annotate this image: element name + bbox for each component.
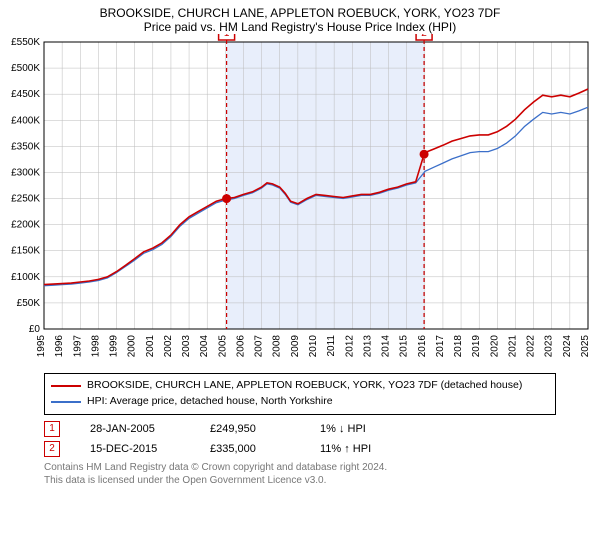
chart-title-line1: BROOKSIDE, CHURCH LANE, APPLETON ROEBUCK… bbox=[0, 6, 600, 20]
x-tick-label: 1996 bbox=[54, 335, 65, 358]
y-tick-label: £350K bbox=[11, 141, 40, 152]
y-tick-label: £450K bbox=[11, 89, 40, 100]
y-tick-label: £500K bbox=[11, 63, 40, 74]
y-tick-label: £150K bbox=[11, 246, 40, 257]
x-tick-label: 2008 bbox=[272, 335, 283, 358]
marker-row-price: £249,950 bbox=[210, 423, 290, 435]
x-tick-label: 2002 bbox=[163, 335, 174, 358]
price-chart: £0 £50K £100K £150K £200K £250K £300K £350K £400… bbox=[0, 34, 600, 369]
marker-row-price: £335,000 bbox=[210, 443, 290, 455]
marker-row-diff: 11% ↑ HPI bbox=[320, 443, 420, 455]
y-tick-label: £100K bbox=[11, 272, 40, 283]
x-tick-label: 1997 bbox=[72, 335, 83, 358]
y-tick-label: £300K bbox=[11, 167, 40, 178]
chart-title-line2: Price paid vs. HM Land Registry's House … bbox=[0, 20, 600, 34]
x-tick-label: 2007 bbox=[254, 335, 265, 358]
marker-row: 2 15-DEC-2015 £335,000 11% ↑ HPI bbox=[44, 441, 556, 457]
y-tick-label: £250K bbox=[11, 194, 40, 205]
x-tick-label: 2010 bbox=[308, 335, 319, 358]
legend-label: BROOKSIDE, CHURCH LANE, APPLETON ROEBUCK… bbox=[87, 378, 522, 394]
marker-row-date: 28-JAN-2005 bbox=[90, 423, 180, 435]
x-tick-label: 2004 bbox=[199, 335, 210, 358]
x-tick-label: 2019 bbox=[471, 335, 482, 358]
y-tick-label: £50K bbox=[17, 298, 41, 309]
footer-line1: Contains HM Land Registry data © Crown c… bbox=[44, 461, 556, 474]
x-tick-label: 2022 bbox=[526, 335, 537, 358]
marker-row-date: 15-DEC-2015 bbox=[90, 443, 180, 455]
legend-swatch bbox=[51, 401, 81, 403]
y-tick-label: £200K bbox=[11, 220, 40, 231]
x-tick-label: 2016 bbox=[417, 335, 428, 358]
x-tick-label: 1999 bbox=[109, 335, 120, 358]
x-tick-label: 2017 bbox=[435, 335, 446, 358]
x-tick-label: 2001 bbox=[145, 335, 156, 358]
legend-swatch bbox=[51, 385, 81, 387]
footer-attribution: Contains HM Land Registry data © Crown c… bbox=[44, 461, 556, 487]
marker-row-diff: 1% ↓ HPI bbox=[320, 423, 420, 435]
legend: BROOKSIDE, CHURCH LANE, APPLETON ROEBUCK… bbox=[44, 373, 556, 415]
x-tick-label: 2025 bbox=[580, 335, 591, 358]
legend-item: BROOKSIDE, CHURCH LANE, APPLETON ROEBUCK… bbox=[51, 378, 549, 394]
marker-badge-label: 1 bbox=[224, 34, 230, 39]
x-tick-label: 2006 bbox=[235, 335, 246, 358]
marker-row-badge: 2 bbox=[44, 441, 60, 457]
x-tick-label: 2009 bbox=[290, 335, 301, 358]
x-tick-label: 2015 bbox=[399, 335, 410, 358]
chart-title-block: BROOKSIDE, CHURCH LANE, APPLETON ROEBUCK… bbox=[0, 0, 600, 34]
x-tick-label: 2014 bbox=[381, 335, 392, 358]
y-tick-label: £400K bbox=[11, 115, 40, 126]
sale-point bbox=[222, 194, 231, 203]
y-tick-label: £550K bbox=[11, 37, 40, 48]
x-tick-label: 2011 bbox=[326, 335, 337, 357]
x-tick-label: 2021 bbox=[507, 335, 518, 358]
marker-table: 1 28-JAN-2005 £249,950 1% ↓ HPI 2 15-DEC-2015… bbox=[44, 421, 556, 457]
x-tick-label: 2005 bbox=[217, 335, 228, 358]
x-tick-label: 1998 bbox=[90, 335, 101, 358]
x-tick-label: 2012 bbox=[344, 335, 355, 358]
marker-row-badge: 1 bbox=[44, 421, 60, 437]
legend-item: HPI: Average price, detached house, Nort… bbox=[51, 394, 549, 410]
footer-line2: This data is licensed under the Open Gov… bbox=[44, 474, 556, 487]
y-tick-label: £0 bbox=[29, 324, 41, 335]
x-tick-label: 2023 bbox=[544, 335, 555, 358]
x-tick-label: 2003 bbox=[181, 335, 192, 358]
marker-badge-label: 2 bbox=[421, 34, 427, 39]
x-tick-label: 2020 bbox=[489, 335, 500, 358]
marker-row: 1 28-JAN-2005 £249,950 1% ↓ HPI bbox=[44, 421, 556, 437]
x-tick-label: 2013 bbox=[362, 335, 373, 358]
x-tick-label: 2018 bbox=[453, 335, 464, 358]
x-tick-label: 2000 bbox=[127, 335, 138, 358]
highlight-band bbox=[227, 42, 424, 329]
sale-point bbox=[420, 150, 429, 159]
x-tick-label: 2024 bbox=[562, 335, 573, 358]
x-tick-label: 1995 bbox=[36, 335, 47, 358]
legend-label: HPI: Average price, detached house, Nort… bbox=[87, 394, 333, 410]
